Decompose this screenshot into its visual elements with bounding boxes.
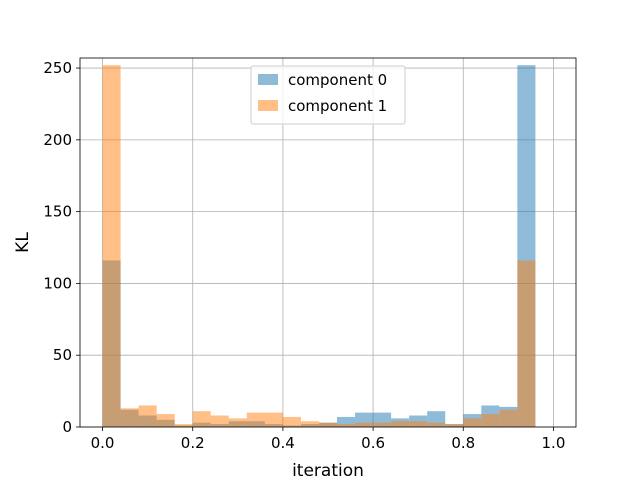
y-tick-label: 150 xyxy=(43,203,72,221)
legend-swatch-component-0 xyxy=(258,74,278,85)
bars-layer xyxy=(102,65,536,427)
y-tick-label: 100 xyxy=(43,274,72,292)
histogram-bar-component-1 xyxy=(373,422,392,427)
histogram-bar-component-1 xyxy=(156,414,175,427)
x-tick-label: 0.6 xyxy=(361,434,385,452)
histogram-bar-component-1 xyxy=(264,412,283,427)
histogram-bar-component-1 xyxy=(337,424,356,427)
histogram-bar-component-1 xyxy=(138,405,157,427)
histogram-bar-component-1 xyxy=(499,409,518,427)
histogram-bar-component-1 xyxy=(102,65,121,427)
y-tick-label: 50 xyxy=(53,346,72,364)
histogram-bar-component-0 xyxy=(337,416,356,427)
histogram-bar-component-1 xyxy=(427,422,446,427)
legend-box xyxy=(250,65,406,125)
histogram-bar-component-1 xyxy=(120,408,139,427)
y-axis-label: KL xyxy=(13,232,33,253)
histogram-bar-component-1 xyxy=(517,260,536,427)
histogram-bar-component-1 xyxy=(391,421,410,427)
axes-layer xyxy=(79,57,577,428)
histogram-bar-component-1 xyxy=(210,415,229,427)
x-tick-label: 0.0 xyxy=(91,434,115,452)
y-ticks: 0 50 100 150 200 250 xyxy=(43,59,80,436)
histogram-bar-component-1 xyxy=(355,422,374,427)
histogram-bar-component-1 xyxy=(228,418,247,427)
x-tick-label: 1.0 xyxy=(542,434,566,452)
y-tick-label: 250 xyxy=(43,59,72,77)
legend-swatch-component-1 xyxy=(258,100,278,111)
histogram-bar-component-1 xyxy=(300,421,319,427)
x-axis-label: iteration xyxy=(292,461,364,480)
histogram-bar-component-1 xyxy=(463,418,482,427)
histogram-bar-component-1 xyxy=(445,424,464,427)
x-tick-label: 0.8 xyxy=(451,434,475,452)
y-tick-label: 0 xyxy=(62,418,72,436)
x-tick-label: 0.2 xyxy=(181,434,205,452)
histogram-bar-component-1 xyxy=(409,421,428,427)
histogram-bar-component-1 xyxy=(318,422,338,427)
plot-frame xyxy=(79,57,577,428)
histogram-bar-component-1 xyxy=(282,416,301,427)
legend: component 0 component 1 xyxy=(250,65,406,125)
x-ticks: 0.0 0.2 0.4 0.6 0.8 1.0 xyxy=(91,427,566,452)
x-tick-label: 0.4 xyxy=(271,434,295,452)
histogram-bar-component-1 xyxy=(246,412,265,427)
y-tick-label: 200 xyxy=(43,131,72,149)
legend-label-component-1: component 1 xyxy=(288,97,387,115)
histogram-bar-component-1 xyxy=(174,424,193,427)
histogram-bar-component-1 xyxy=(192,411,211,427)
histogram-bar-component-1 xyxy=(481,414,500,427)
legend-label-component-0: component 0 xyxy=(288,71,387,89)
